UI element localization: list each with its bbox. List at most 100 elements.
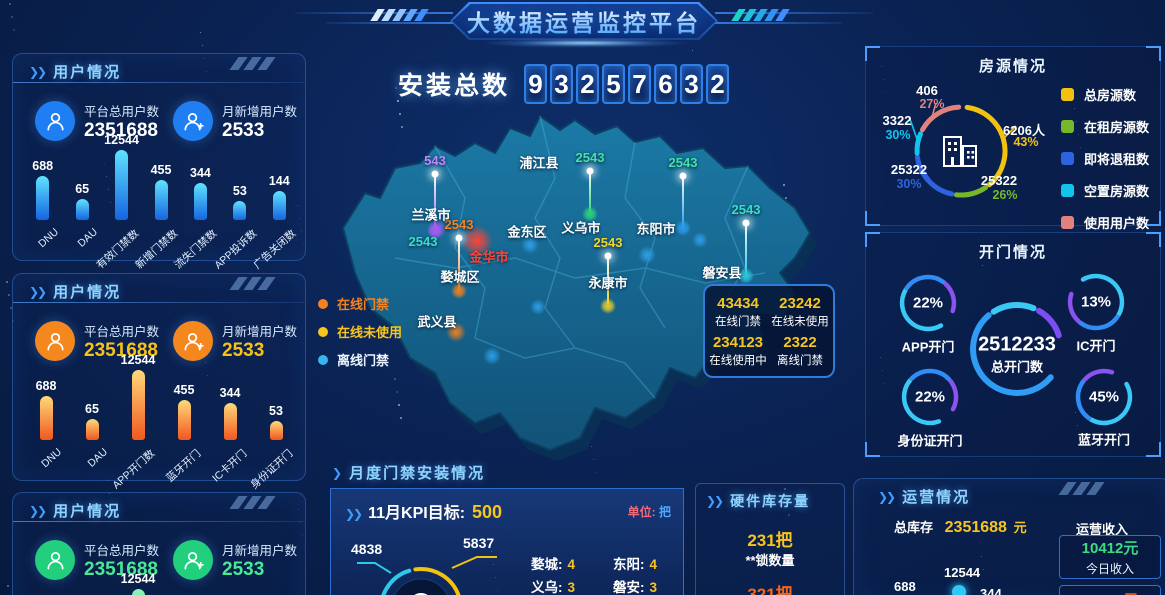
kpi-city-value: 3 [649,580,658,595]
bar [223,403,237,440]
today-revenue-value: 10412元 [1081,540,1139,557]
chevrons-left-icon [370,9,429,21]
mini-dot [952,585,966,595]
bar-value: 688 [32,159,54,173]
header-line-left-2 [325,22,453,24]
kpi-donut-chart [381,567,461,595]
legend-square-icon [1061,216,1074,229]
legend-label: 使用用户数 [1084,216,1150,231]
bar-value: 688 [35,379,57,393]
corner-bracket [1146,46,1161,61]
star [977,530,978,531]
housing-callout-pct: 27% [919,97,945,111]
second-revenue-box: 12865元 [1059,585,1161,595]
door-status-value: 43434 [717,294,759,312]
kpi-city-value: 3 [567,580,576,595]
star [1075,412,1076,413]
platform-users-texts: 平台总用户数 2351688 [84,101,159,142]
operation-header: ❯❯ 运营情况 [878,486,970,507]
star [106,176,107,177]
star [397,100,399,102]
legend-label: 在租房源数 [1084,120,1150,135]
legend-dot-icon [318,354,328,365]
star [591,446,592,447]
install-total-label: 安装总数 [398,72,511,100]
user-icon [35,321,75,361]
header-underline [13,302,305,303]
corner-bracket [865,232,880,247]
bar-category: DAU [85,446,111,470]
star [1074,108,1075,109]
star [786,501,788,503]
bar-value: 12544 [120,353,156,367]
bar [85,419,99,440]
door-status-cell: 234123 在线使用中 [707,331,769,370]
user-panel-header: ❯❯ 用户情况 [29,500,121,521]
star [8,294,10,296]
legend-label: 在线未使用 [337,325,403,340]
legend-dot-icon [318,298,328,309]
stripes-decoration [1058,482,1105,495]
map-legend-item: 在线门禁 [318,294,402,313]
monthly-section-header: ❯ 月度门禁安装情况 [332,462,485,483]
header-banner-inner: 大数据运营监控平台 [452,4,716,38]
star [886,396,887,397]
housing-callout-value: 25322 [890,162,928,177]
kpi-unit-label: 单位: [627,505,656,519]
star [400,417,402,419]
platform-users-stat: 平台总用户数 2351688 [23,531,161,589]
new-users-texts: 月新增用户数 2533 [222,540,297,581]
double-arrow-icon: ❯❯ [706,494,724,508]
bar [131,370,145,440]
user-icon [35,101,75,141]
door-gauges-chart [899,273,1133,426]
star [1077,425,1078,426]
door-status-label: 在线使用中 [709,354,767,367]
install-digit: 9 [524,64,548,104]
kpi-city-item: 婺城: 4 [531,553,575,573]
kpi-city-name: 义乌: [531,580,563,595]
new-users-texts: 月新增用户数 2533 [222,101,297,142]
new-users-stat: 月新增用户数 2533 [161,531,299,589]
monthly-section-title: 月度门禁安装情况 [349,465,486,482]
door-gauge-pct: 13% [1080,293,1112,311]
banner-glow [480,38,690,48]
corner-bracket [865,211,880,226]
star [1076,121,1077,122]
kpi-left-value: 4838 [351,541,383,557]
stock-value: 2351688 [944,519,1007,536]
bar-value: 53 [232,184,247,198]
bar [272,191,286,220]
star [399,113,401,115]
star [692,50,693,51]
housing-legend-item: 在租房源数 [1061,117,1149,136]
door-gauge-label: 身份证开门 [897,433,963,449]
bar [177,400,191,440]
header-underline [13,521,305,522]
door-status-label: 在线门禁 [715,315,761,328]
platform-users-label: 平台总用户数 [84,104,160,119]
header-underline [13,82,305,83]
star [394,378,396,380]
map-legend-item: 离线门禁 [318,350,402,369]
legend-label: 在线门禁 [337,297,390,312]
bar-value: 12544 [104,133,139,147]
user-stats-row: 平台总用户数 2351688 月新增用户数 2533 [23,312,299,370]
door-status-value: 2322 [783,333,817,351]
corner-bracket [865,442,880,457]
bar [36,176,50,220]
star [885,92,886,93]
building-icon [943,136,977,167]
star [300,522,301,523]
user-panel-title: 用户情况 [53,64,122,81]
housing-callout-value: 3322 [882,113,912,128]
star [783,184,785,186]
kpi-city-name: 磐安: [613,580,645,595]
door-gauge-pct: 22% [914,388,946,406]
new-users-value: 2533 [222,339,265,361]
bar-category: APP投诉数 [212,227,260,272]
revenue-label: 运营收入 [1076,522,1129,537]
platform-users-label: 平台总用户数 [84,543,160,558]
stripes-decoration [229,496,276,509]
